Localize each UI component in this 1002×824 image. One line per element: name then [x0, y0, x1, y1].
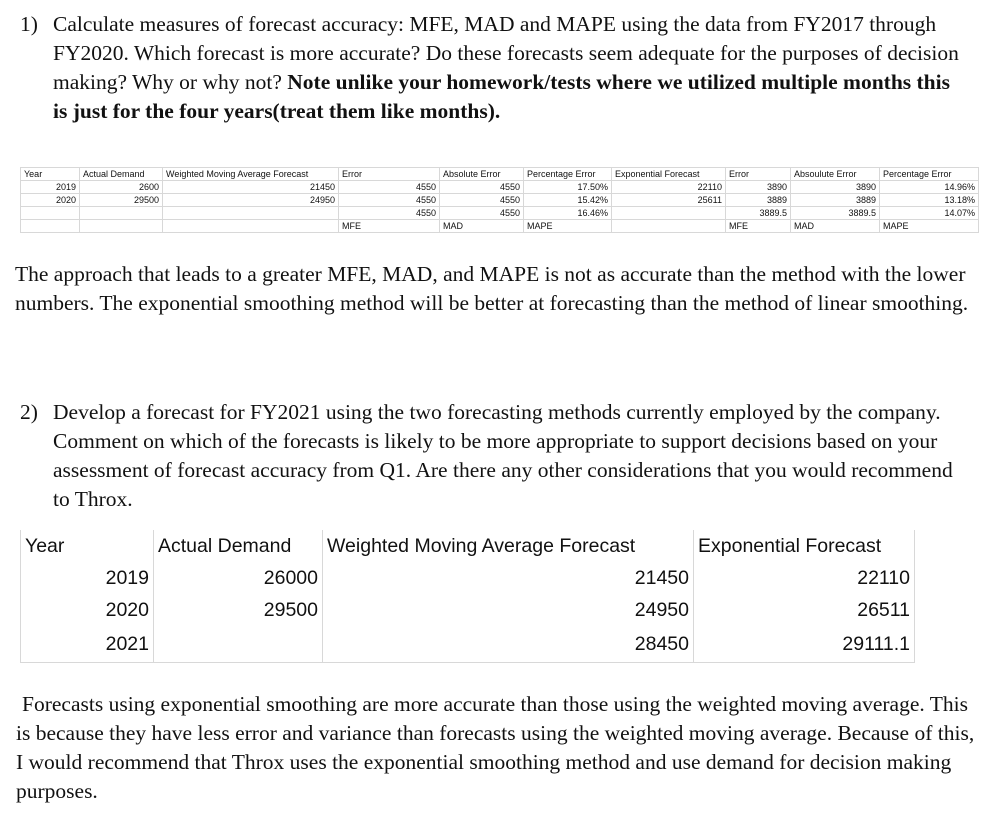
cell: 22110: [693, 562, 915, 594]
cell: 3889: [725, 193, 791, 207]
table-row: Year Actual Demand Weighted Moving Average…: [20, 530, 915, 562]
spreadsheet-table: Year Actual Demand Weighted Moving Average…: [20, 167, 979, 233]
cell: 4550: [439, 206, 524, 220]
cell: 29111.1: [693, 626, 915, 663]
cell: 13.18%: [879, 193, 979, 207]
header-cell: Actual Demand: [79, 167, 163, 181]
question-2: 2) Develop a forecast for FY2021 using th…: [20, 398, 970, 514]
cell: 21450: [322, 562, 694, 594]
cell: 24950: [162, 193, 339, 207]
cell: MFE: [725, 219, 791, 233]
question-number: 2): [20, 400, 38, 424]
cell: 26511: [693, 594, 915, 626]
cell: 3889.5: [790, 206, 880, 220]
cell: [79, 219, 163, 233]
question-plain: Calculate measures of forecast accuracy:…: [53, 12, 959, 94]
header-cell: Actual Demand: [153, 530, 323, 562]
cell: [153, 626, 323, 663]
table-row: 4550 4550 16.46% 3889.5 3889.5 14.07%: [20, 206, 979, 220]
header-cell: Year: [20, 167, 80, 181]
answer-2: Forecasts using exponential smoothing ar…: [16, 692, 975, 803]
header-cell: Percentage Error: [523, 167, 612, 181]
answer-1: The approach that leads to a greater MFE…: [15, 262, 969, 315]
cell: 4550: [338, 193, 440, 207]
table-row: 2020 29500 24950 26511: [20, 594, 915, 626]
cell: 16.46%: [523, 206, 612, 220]
cell: 4550: [338, 206, 440, 220]
cell: 3890: [725, 180, 791, 194]
header-cell: Exponential Forecast: [611, 167, 726, 181]
forecast-table: Year Actual Demand Weighted Moving Average…: [20, 530, 915, 663]
cell: [20, 219, 80, 233]
table-row: 2019 26000 21450 22110: [20, 562, 915, 594]
header-cell: Weighted Moving Average Forecast: [162, 167, 339, 181]
header-cell: Percentage Error: [879, 167, 979, 181]
cell: 2019: [20, 562, 154, 594]
header-cell: Error: [338, 167, 440, 181]
cell: 4550: [338, 180, 440, 194]
cell: 4550: [439, 193, 524, 207]
cell: 2020: [20, 594, 154, 626]
table-row: MFE MAD MAPE MFE MAD MAPE: [20, 219, 979, 233]
cell: [162, 206, 339, 220]
table-row: 2021 28450 29111.1: [20, 626, 915, 663]
cell: MAPE: [523, 219, 612, 233]
cell: 3890: [790, 180, 880, 194]
question-1: 1) Calculate measures of forecast accurac…: [20, 10, 960, 126]
header-cell: Absoulute Error: [790, 167, 880, 181]
cell: 24950: [322, 594, 694, 626]
cell: 2600: [79, 180, 163, 194]
cell: 15.42%: [523, 193, 612, 207]
cell: MAD: [790, 219, 880, 233]
cell: 14.07%: [879, 206, 979, 220]
question-text: Develop a forecast for FY2021 using the …: [53, 400, 953, 511]
cell: 2021: [20, 626, 154, 663]
table-row: Year Actual Demand Weighted Moving Average…: [20, 167, 979, 181]
cell: 3889: [790, 193, 880, 207]
table-row: 2019 2600 21450 4550 4550 17.50% 22110 3890 3890…: [20, 180, 979, 194]
cell: 3889.5: [725, 206, 791, 220]
cell: MFE: [338, 219, 440, 233]
cell: [611, 206, 726, 220]
question-text: Calculate measures of forecast accuracy:…: [53, 10, 960, 126]
header-cell: Absolute Error: [439, 167, 524, 181]
header-cell: Error: [725, 167, 791, 181]
cell: [611, 219, 726, 233]
cell: 26000: [153, 562, 323, 594]
cell: [162, 219, 339, 233]
cell: 14.96%: [879, 180, 979, 194]
cell: 2020: [20, 193, 80, 207]
cell: 2019: [20, 180, 80, 194]
cell: 29500: [153, 594, 323, 626]
cell: MAPE: [879, 219, 979, 233]
cell: 17.50%: [523, 180, 612, 194]
header-cell: Year: [20, 530, 154, 562]
header-cell: Weighted Moving Average Forecast: [322, 530, 694, 562]
cell: [79, 206, 163, 220]
cell: 25611: [611, 193, 726, 207]
question-bold: Note unlike your homework/tests where we…: [53, 70, 950, 123]
cell: 22110: [611, 180, 726, 194]
table-row: 2020 29500 24950 4550 4550 15.42% 25611 3889 388…: [20, 193, 979, 207]
cell: 29500: [79, 193, 163, 207]
cell: 4550: [439, 180, 524, 194]
cell: MAD: [439, 219, 524, 233]
cell: [20, 206, 80, 220]
cell: 21450: [162, 180, 339, 194]
cell: 28450: [322, 626, 694, 663]
header-cell: Exponential Forecast: [693, 530, 915, 562]
question-number: 1): [20, 12, 38, 36]
